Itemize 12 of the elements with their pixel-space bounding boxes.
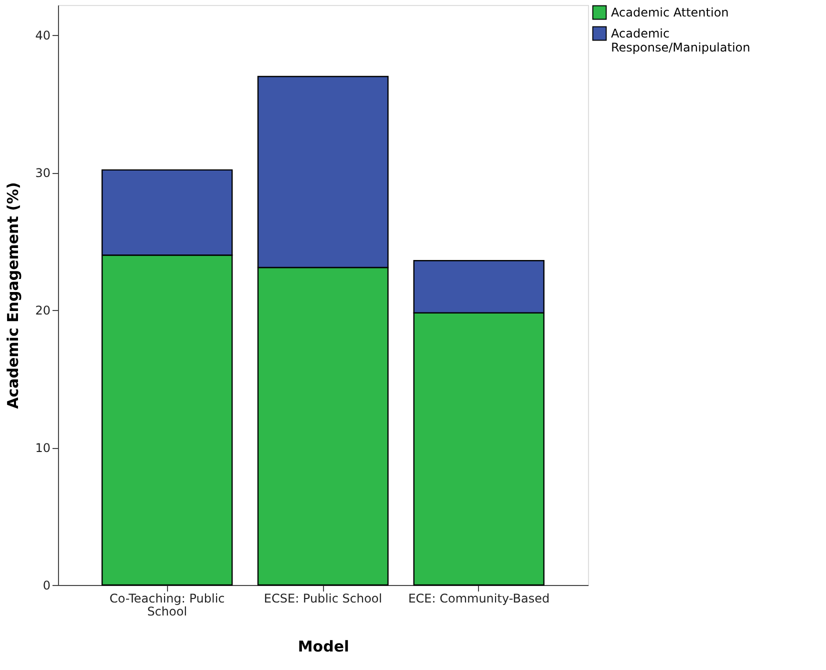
y-axis-title: Academic Engagement (%) — [4, 182, 22, 409]
x-tick-label: Co-Teaching: Public School — [109, 592, 225, 618]
x-axis-title: Model — [298, 638, 350, 656]
y-tick-label: 10 — [35, 441, 50, 456]
x-tick-label: ECE: Community-Based — [408, 592, 550, 606]
legend-label: Academic Response/Manipulation — [611, 26, 750, 54]
y-tick-label: 30 — [35, 166, 50, 180]
y-tick-label: 40 — [35, 28, 50, 43]
legend-label: Academic Attention — [611, 6, 729, 20]
y-tick-label: 0 — [42, 578, 50, 592]
x-tick-label: ECSE: Public School — [264, 592, 382, 606]
y-tick-label: 20 — [35, 304, 50, 318]
